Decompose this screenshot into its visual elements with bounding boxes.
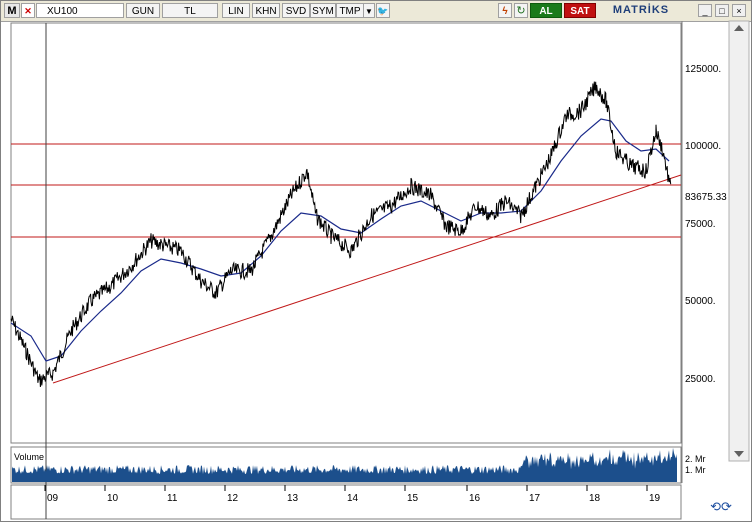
volume-label: Volume: [14, 452, 45, 462]
tmp-button[interactable]: TMP: [336, 3, 364, 18]
current-price-label: 83675.33: [685, 192, 727, 203]
window-close-button[interactable]: ×: [732, 4, 746, 17]
year-label-15: 15: [407, 493, 419, 504]
year-label-18: 18: [589, 493, 601, 504]
twitter-icon[interactable]: 🐦: [376, 3, 390, 18]
scroll-up-icon[interactable]: [734, 25, 744, 31]
navigate-icon[interactable]: ⟲⟳: [710, 499, 732, 514]
year-label-13: 13: [287, 493, 299, 504]
scroll-down-icon[interactable]: [734, 451, 744, 457]
chart-toolbar: M ✕ XU100 GUN TL LIN KHN SVD SYM TMP ▼ 🐦…: [1, 1, 751, 22]
price-tick-75000: 75000.: [685, 219, 716, 230]
sell-button[interactable]: SAT: [564, 3, 596, 18]
price-panel: [10, 22, 682, 444]
price-tick-25000: 25000.: [685, 374, 716, 385]
year-label-10: 10: [107, 493, 119, 504]
year-label-11: 11: [167, 493, 178, 504]
svd-button[interactable]: SVD: [282, 3, 310, 18]
volume-tick-2mr: 2. Mr: [685, 454, 706, 464]
buy-button[interactable]: AL: [530, 3, 562, 18]
volume-tick-1mr: 1. Mr: [685, 465, 706, 475]
symbol-field[interactable]: XU100: [36, 3, 124, 18]
maximize-button[interactable]: □: [715, 4, 729, 17]
time-axis-panel: [10, 484, 682, 520]
refresh-icon[interactable]: ↻: [514, 3, 528, 18]
volume-bars: [12, 447, 677, 482]
year-label-16: 16: [469, 493, 481, 504]
price-tick-125000: 125000.: [685, 64, 721, 75]
year-label-17: 17: [529, 493, 541, 504]
year-label-14: 14: [347, 493, 359, 504]
price-tick-50000: 50000.: [685, 296, 716, 307]
brand-logo: MATRİKS: [598, 3, 684, 18]
year-label-09: 09: [47, 493, 59, 504]
period-button[interactable]: GUN: [126, 3, 160, 18]
close-symbol-button[interactable]: ✕: [21, 3, 35, 18]
price-tick-100000: 100000.: [685, 141, 721, 152]
sym-button[interactable]: SYM: [310, 3, 336, 18]
scrollbar[interactable]: [728, 20, 750, 462]
menu-button[interactable]: M: [4, 3, 20, 18]
scale-button[interactable]: LIN: [222, 3, 250, 18]
minimize-button[interactable]: _: [698, 4, 712, 17]
price-line: [10, 81, 672, 388]
khn-button[interactable]: KHN: [252, 3, 280, 18]
trendline[interactable]: [52, 174, 682, 384]
year-label-19: 19: [649, 493, 661, 504]
year-label-12: 12: [227, 493, 239, 504]
chevron-down-icon[interactable]: ▼: [363, 3, 375, 18]
currency-button[interactable]: TL: [162, 3, 218, 18]
moving-average-line: [10, 118, 670, 362]
lightning-icon[interactable]: ϟ: [498, 3, 512, 18]
